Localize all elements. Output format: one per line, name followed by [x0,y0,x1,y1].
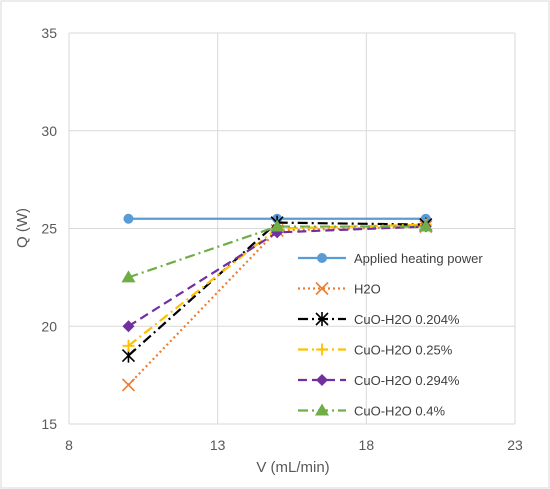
legend: Applied heating power H2O CuO-H2O 0.204% Cu… [298,251,483,419]
data-point [270,219,285,232]
legend-item: Applied heating power [298,251,483,266]
y-tick-label: 25 [41,221,57,237]
legend-item: CuO-H2O 0.204% [298,312,460,327]
y-tick-label: 35 [41,25,57,41]
data-point [121,270,136,283]
x-tick-label: 23 [507,437,523,453]
legend-item: CuO-H2O 0.25% [298,343,453,358]
series-group [121,213,433,392]
legend-marker [315,312,329,326]
legend-marker [315,403,329,416]
legend-marker [316,343,328,356]
x-tick-label: 18 [359,437,375,453]
legend-label: CuO-H2O 0.294% [354,373,460,388]
y-tick-label: 20 [41,318,57,334]
data-point [122,339,135,352]
legend-label: Applied heating power [354,251,483,266]
legend-marker [316,374,328,386]
data-point [122,320,135,333]
series-5 [121,219,433,283]
legend-item: H2O [298,282,381,297]
tick-labels: 15 20 25 30 35 8 13 18 23 [41,25,523,453]
legend-item: CuO-H2O 0.294% [298,373,460,388]
legend-marker [317,253,327,263]
legend-item: CuO-H2O 0.4% [298,403,445,419]
gridlines [68,32,516,425]
legend-label: CuO-H2O 0.25% [354,343,453,358]
series-line [127,225,426,386]
x-tick-label: 13 [210,437,226,453]
x-tick-label: 8 [65,437,73,453]
y-axis-title: Q (W) [14,208,31,248]
legend-label: CuO-H2O 0.4% [354,404,445,419]
data-point [418,219,433,232]
legend-label: H2O [354,282,381,297]
x-axis-title: V (mL/min) [256,459,329,476]
y-tick-label: 15 [41,416,57,432]
y-tick-label: 30 [41,123,57,139]
legend-label: CuO-H2O 0.204% [354,312,460,327]
legend-marker [315,281,329,296]
series-line [127,221,426,357]
data-point [123,213,134,224]
data-point [121,378,136,392]
